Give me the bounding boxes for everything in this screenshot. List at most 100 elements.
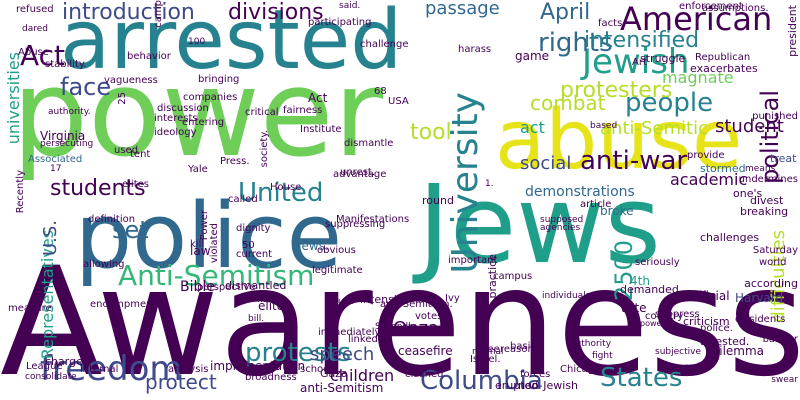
cloud-word: immediately: [318, 327, 381, 338]
cloud-word: Jewish: [582, 42, 690, 82]
cloud-word: challenges: [700, 231, 760, 244]
cloud-word: 17: [50, 164, 62, 174]
cloud-word: hand: [257, 295, 280, 305]
cloud-word: struggle: [640, 52, 686, 65]
cloud-word: important: [448, 255, 498, 266]
cloud-word: League: [26, 361, 63, 372]
cloud-word: world: [759, 257, 787, 268]
cloud-word: protect: [145, 370, 217, 394]
cloud-word: unrest.: [340, 167, 376, 178]
cloud-word: Institute: [300, 124, 342, 135]
cloud-word: charges: [45, 355, 89, 368]
cloud-word: bringing: [198, 74, 240, 85]
cloud-word: demonstrations: [525, 184, 635, 200]
cloud-word: forces: [520, 369, 551, 380]
cloud-word: academic: [670, 170, 748, 189]
cloud-word: power: [12, 45, 383, 184]
cloud-word: entering: [182, 117, 225, 128]
cloud-word: intensified: [584, 28, 700, 53]
cloud-word: 50: [242, 240, 255, 251]
cloud-word: fight: [592, 351, 613, 361]
cloud-word: House: [270, 182, 302, 193]
cloud-word: violated: [209, 223, 220, 264]
cloud-word: 4th: [630, 274, 650, 288]
cloud-word: enforcement: [679, 1, 743, 12]
cloud-word: undermines: [738, 174, 798, 185]
cloud-word: society.: [259, 130, 270, 168]
cloud-word: normal: [472, 347, 504, 357]
cloud-word: bill.: [248, 314, 265, 324]
cloud-word: swear: [771, 375, 798, 385]
cloud-word: Abuse: [18, 47, 49, 58]
cloud-word: people: [625, 88, 714, 118]
cloud-word: suppressing: [325, 219, 386, 230]
cloud-word: basic: [510, 341, 536, 352]
cloud-word: anti-Semitism: [300, 381, 384, 395]
cloud-word: seriously: [635, 257, 680, 268]
cloud-word: legitimate: [312, 265, 363, 276]
cloud-word: freedom: [40, 349, 183, 389]
cloud-word: Yale: [188, 164, 208, 175]
cloud-word: Act: [20, 39, 66, 72]
cloud-word: used: [114, 145, 139, 156]
cloud-word: definition: [88, 214, 136, 225]
cloud-word: advantage: [333, 169, 387, 180]
cloud-word: dissidents: [735, 314, 786, 325]
cloud-word: Columbia: [420, 366, 543, 396]
cloud-word: broadness: [245, 372, 297, 383]
cloud-word: school: [300, 364, 333, 375]
cloud-word: ceasefire: [398, 344, 453, 358]
cloud-word: act: [520, 118, 545, 137]
cloud-word: challenge: [360, 39, 409, 50]
cloud-word: face: [60, 73, 112, 101]
cloud-word: Republican: [695, 52, 751, 63]
cloud-word: camp: [153, 0, 164, 28]
cloud-word: passage: [425, 0, 500, 19]
cloud-word: social: [520, 153, 572, 174]
cloud-word: companies: [183, 92, 238, 103]
cloud-word: intensify: [360, 293, 408, 306]
cloud-word: Art: [632, 57, 647, 68]
cloud-word: based: [590, 121, 618, 131]
cloud-word: supposed: [540, 215, 584, 225]
cloud-word: Gaza: [320, 367, 348, 380]
cloud-word: tent: [130, 149, 151, 160]
cloud-word: set: [112, 216, 149, 244]
cloud-word: Ivy: [445, 293, 460, 304]
cloud-word: means: [745, 164, 776, 174]
cloud-word: authority.: [48, 107, 91, 117]
cloud-word: 68: [374, 86, 387, 97]
cloud-word: exacerbates: [690, 62, 758, 75]
cloud-word: according: [744, 277, 798, 290]
cloud-word: dismantled: [225, 279, 287, 292]
cloud-word: 1.: [485, 179, 494, 189]
cloud-word: children: [330, 366, 395, 385]
cloud-word: ignored: [662, 362, 700, 373]
cloud-word: dared: [22, 24, 48, 34]
cloud-word: critical: [245, 107, 279, 118]
cloud-word: April: [540, 0, 591, 25]
cloud-word: interests: [154, 113, 198, 124]
cloud-word: combat: [530, 91, 606, 115]
cloud-word: ideology: [154, 127, 197, 138]
cloud-word: official: [690, 289, 730, 303]
cloud-word: votes: [415, 311, 443, 322]
cloud-word: dismantle: [344, 138, 394, 149]
cloud-word: suppress: [655, 309, 700, 320]
cloud-word: practice: [486, 254, 499, 299]
cloud-word: Associated: [28, 154, 83, 165]
cloud-word: anti-Semitism.: [380, 299, 453, 310]
cloud-word: facts: [598, 18, 623, 29]
cloud-word: divisions: [228, 0, 324, 25]
cloud-word: Manifestations: [336, 214, 410, 225]
cloud-word: anti-war: [580, 146, 688, 176]
cloud-word: Saturday: [752, 245, 798, 256]
cloud-word: Jews.: [298, 239, 329, 253]
cloud-word: rights: [538, 28, 613, 58]
cloud-word: law: [190, 244, 211, 258]
cloud-word: behavior: [127, 51, 171, 62]
cloud-word: stormed: [700, 162, 746, 175]
cloud-word: round: [422, 194, 454, 207]
cloud-word: arrested: [60, 0, 403, 88]
